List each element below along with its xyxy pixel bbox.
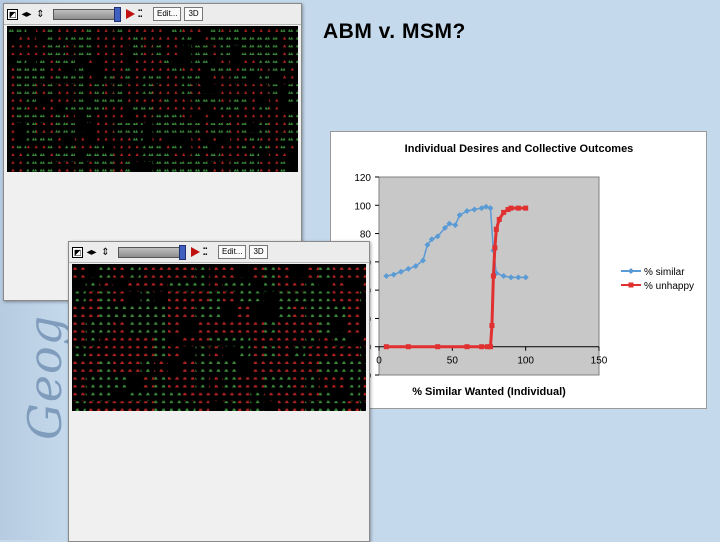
legend-marker [628,282,634,288]
data-point [390,271,397,278]
edit-button[interactable]: Edit... [218,245,247,259]
legend-label: % similar [644,267,685,278]
data-point [434,233,441,240]
speed-slider-knob[interactable] [114,6,121,22]
chart-title: Individual Desires and Collective Outcom… [405,143,634,155]
x-tick-label: 50 [447,356,459,367]
arrow-up-down-icon[interactable]: ⇕ [101,246,110,258]
data-point [452,222,459,229]
data-point [508,274,514,281]
data-point [464,207,470,214]
data-point [490,273,496,279]
arrow-up-down-icon[interactable]: ⇕ [36,8,45,20]
x-tick-label: 150 [591,356,608,367]
sim-toolbar: ◩ ◂▸ ⇕ ▪▪ ▪▪ Edit... 3D [69,242,369,263]
data-point [479,344,485,350]
sim-toolbar: ◩ ◂▸ ⇕ ▪▪ ▪▪ Edit... 3D [4,4,301,25]
simulation-world-view[interactable] [7,26,298,172]
data-point [412,263,419,270]
speed-slider[interactable] [118,244,186,260]
edit-button[interactable]: Edit... [153,7,182,21]
segregation-chart: Individual Desires and Collective Outcom… [354,143,694,398]
data-point [424,241,431,248]
data-point [489,323,495,328]
arrow-left-right-icon[interactable]: ◂▸ [86,246,97,258]
data-point [428,236,435,243]
graphics-toggle-icon[interactable]: ▪▪ ▪▪ [203,246,208,258]
simulation-world-view[interactable] [72,264,366,411]
speed-slider[interactable] [53,6,121,22]
data-point [485,344,491,350]
data-point [383,344,389,350]
data-point [492,245,498,251]
simulation-window-1: ◩ ◂▸ ⇕ ▪▪ ▪▪ Edit... 3D [3,3,302,301]
y-tick-label: 80 [360,230,372,241]
data-point [522,274,529,281]
data-point [442,224,448,231]
data-point [435,344,441,350]
chart-panel: Individual Desires and Collective Outcom… [330,131,707,409]
plot-area [378,176,600,376]
data-point [505,207,511,213]
data-point [420,257,426,264]
x-axis-label: % Similar Wanted (Individual) [412,386,566,398]
decorative-logo-text: Geog [18,314,72,440]
data-point [405,344,411,350]
zoom-icon[interactable]: ◩ [72,246,83,258]
data-point [446,220,453,227]
arrow-left-right-icon[interactable]: ◂▸ [21,8,32,20]
data-point [405,265,412,272]
data-point [501,209,507,215]
run-arrow-icon[interactable] [126,9,135,19]
data-point [478,205,485,212]
3d-button[interactable]: 3D [249,245,268,259]
simulation-window-2: ◩ ◂▸ ⇕ ▪▪ ▪▪ Edit... 3D [68,241,370,542]
graphics-toggle-icon[interactable]: ▪▪ ▪▪ [138,8,143,20]
data-point [456,212,463,219]
data-point [523,205,529,211]
y-tick-label: 100 [354,201,371,212]
data-point [487,205,494,212]
data-point [464,344,470,350]
x-tick-label: 0 [376,356,382,367]
slide-title: ABM v. MSM? [323,20,466,43]
data-point [515,274,522,281]
data-point [471,206,478,213]
data-point [496,216,502,222]
data-point [398,268,404,275]
data-point [383,273,390,279]
speed-slider-knob[interactable] [179,244,186,260]
run-arrow-icon[interactable] [191,247,200,257]
data-point [515,205,521,211]
legend-label: % unhappy [644,281,694,292]
data-point [493,226,499,232]
x-tick-label: 100 [517,356,534,367]
legend-marker [628,268,634,274]
data-point [487,344,493,350]
data-point [508,205,514,211]
3d-button[interactable]: 3D [184,7,203,21]
zoom-icon[interactable]: ◩ [7,8,18,20]
data-point [500,273,507,279]
y-tick-label: 120 [354,173,371,184]
